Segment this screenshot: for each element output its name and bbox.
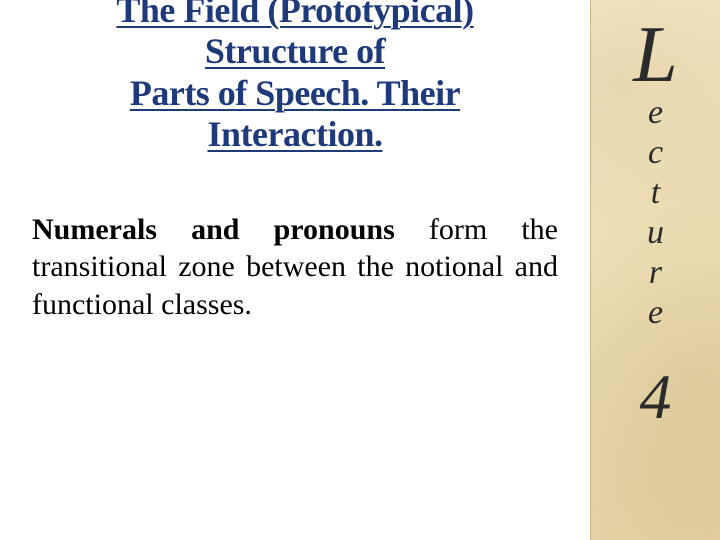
body-bold: Numerals and pronouns	[32, 213, 395, 246]
lecture-number: 4	[640, 360, 672, 434]
lecture-letter-L: L	[633, 15, 678, 95]
lecture-letter-c: c	[648, 136, 663, 170]
lecture-word: L e c t u r e	[633, 10, 678, 330]
title-line-3: Parts of Speech. Their	[130, 73, 460, 113]
title-line-1: The Field (Prototypical)	[116, 0, 473, 30]
lecture-letter-e: e	[648, 96, 663, 130]
lecture-letter-t: t	[651, 176, 660, 210]
body-paragraph: Numerals and pronouns form the transitio…	[30, 211, 560, 324]
main-content: The Field (Prototypical) Structure of Pa…	[0, 0, 590, 540]
lecture-letter-e2: e	[648, 296, 663, 330]
lecture-letter-r: r	[649, 256, 662, 290]
title-line-4: Interaction.	[208, 114, 383, 154]
slide-title: The Field (Prototypical) Structure of Pa…	[30, 0, 560, 156]
lecture-letter-u: u	[647, 216, 664, 250]
lecture-sidebar: L e c t u r e 4	[590, 0, 720, 540]
title-line-2: Structure of	[205, 31, 385, 71]
